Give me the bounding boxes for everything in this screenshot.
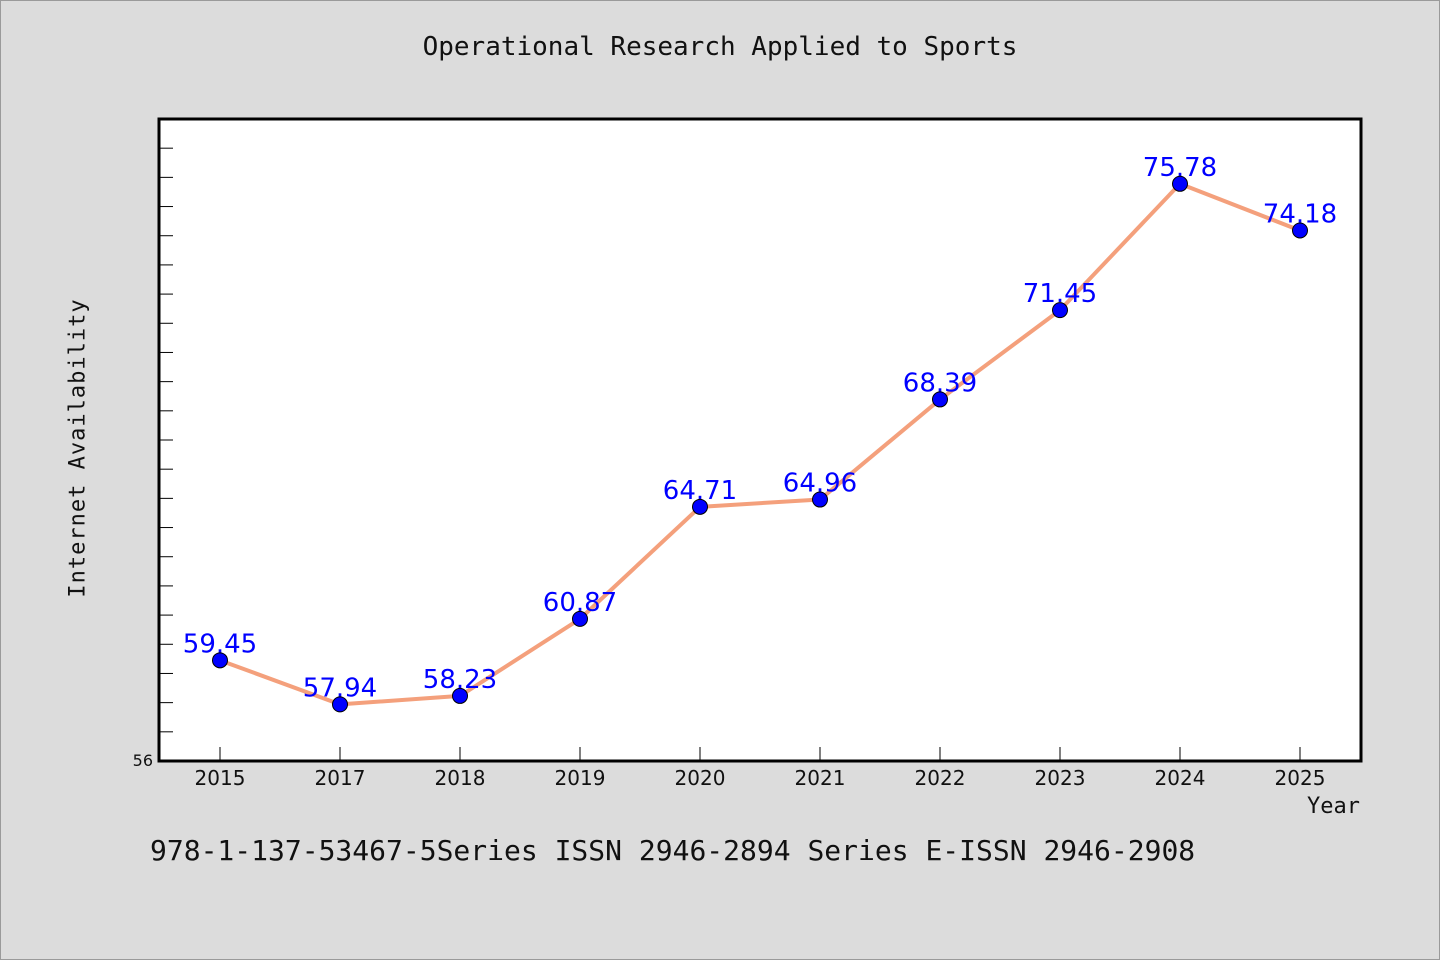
x-tick-label: 2020 xyxy=(675,766,726,790)
x-tick-label: 2024 xyxy=(1155,766,1206,790)
data-point xyxy=(1172,175,1188,192)
data-point xyxy=(332,696,348,713)
data-point xyxy=(1292,222,1308,239)
data-point xyxy=(1052,302,1068,319)
data-point xyxy=(692,498,708,515)
data-point xyxy=(812,491,828,508)
isbn-footnote: 978-1-137-53467-5Series ISSN 2946-2894 S… xyxy=(150,834,1196,867)
x-axis-ticks: 2015 2017 2018 2019 2020 2021 2022 2023 2024 2025 xyxy=(195,747,1326,790)
x-tick-label: 2017 xyxy=(315,766,366,790)
x-tick-label: 2019 xyxy=(555,766,606,790)
data-point xyxy=(932,391,948,408)
x-tick-label: 2015 xyxy=(195,766,246,790)
data-point xyxy=(212,652,228,669)
y-tick-label: 56 xyxy=(133,751,153,770)
x-tick-label: 2023 xyxy=(1035,766,1086,790)
x-axis-label: Year xyxy=(1307,794,1360,819)
data-point xyxy=(572,610,588,627)
x-tick-label: 2018 xyxy=(435,766,486,790)
plot-border xyxy=(157,117,1363,763)
series-line xyxy=(219,181,1301,707)
x-tick-label: 2022 xyxy=(915,766,966,790)
data-point xyxy=(452,687,468,704)
chart-title: Operational Research Applied to Sports xyxy=(422,32,1018,62)
x-tick-label: 2025 xyxy=(1275,766,1326,790)
plot-background xyxy=(159,119,1361,761)
x-tick-label: 2021 xyxy=(795,766,846,790)
